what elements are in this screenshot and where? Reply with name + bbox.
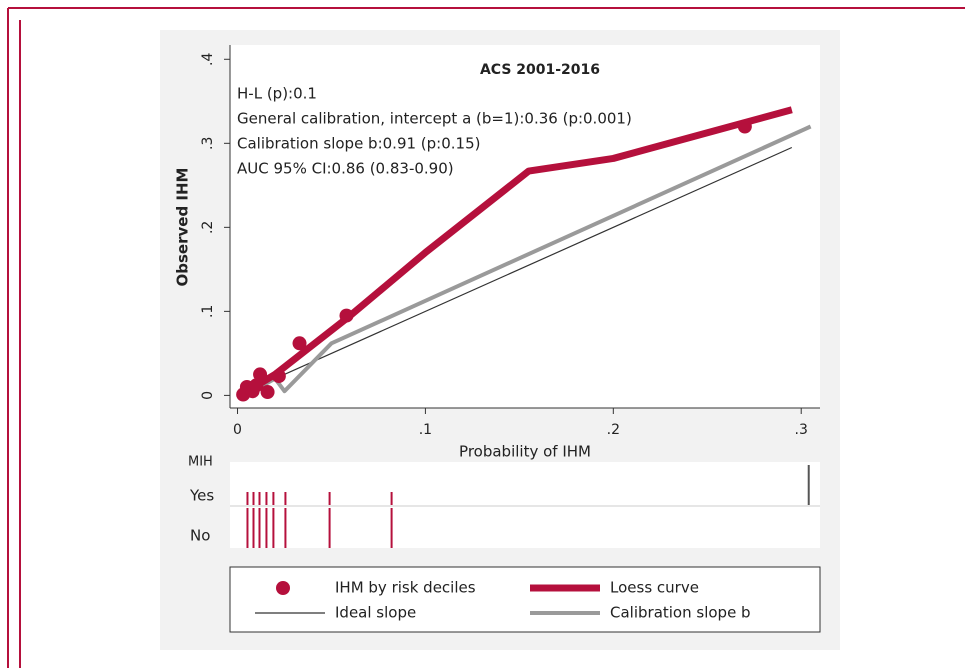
annotation: Calibration slope b:0.91 (p:0.15) bbox=[237, 135, 480, 153]
rug-group: Yes bbox=[189, 487, 214, 505]
legend-label: Calibration slope b bbox=[610, 604, 751, 622]
y-axis-label: Observed IHM bbox=[174, 168, 192, 287]
decile-point bbox=[339, 308, 354, 323]
y-tick-label: .1 bbox=[200, 305, 216, 318]
rug-area bbox=[230, 462, 820, 548]
decile-point bbox=[292, 336, 307, 351]
legend bbox=[229, 566, 821, 633]
decile-point bbox=[253, 367, 268, 382]
x-tick-label: 0 bbox=[233, 422, 242, 438]
annotation: AUC 95% CI:0.86 (0.83-0.90) bbox=[237, 160, 454, 178]
y-tick-label: .4 bbox=[200, 53, 216, 66]
legend-label: Loess curve bbox=[610, 579, 699, 597]
legend-label: IHM by risk deciles bbox=[335, 579, 476, 597]
y-tick-label: .2 bbox=[200, 221, 216, 234]
legend-label: Ideal slope bbox=[335, 604, 416, 622]
x-tick-label: .1 bbox=[419, 422, 432, 438]
rug-title: MIH bbox=[188, 455, 213, 470]
y-tick-label: .3 bbox=[200, 137, 216, 150]
curve bbox=[242, 146, 793, 394]
x-tick-label: .3 bbox=[795, 422, 808, 438]
decile-point bbox=[249, 378, 264, 393]
annotation: General calibration, intercept a (b=1):0… bbox=[237, 110, 632, 128]
annotation: H-L (p):0.1 bbox=[237, 85, 317, 103]
rug-group: No bbox=[190, 527, 210, 545]
x-tick-label: .2 bbox=[607, 422, 620, 438]
y-tick-label: 0 bbox=[200, 391, 216, 400]
decile-point bbox=[737, 119, 752, 134]
x-axis-label: Probability of IHM bbox=[459, 443, 591, 461]
decile-point bbox=[271, 369, 286, 384]
decile-point bbox=[260, 385, 275, 400]
chart-title: ACS 2001-2016 bbox=[480, 62, 600, 78]
legend-swatch bbox=[276, 581, 290, 595]
plot-area bbox=[230, 45, 820, 408]
